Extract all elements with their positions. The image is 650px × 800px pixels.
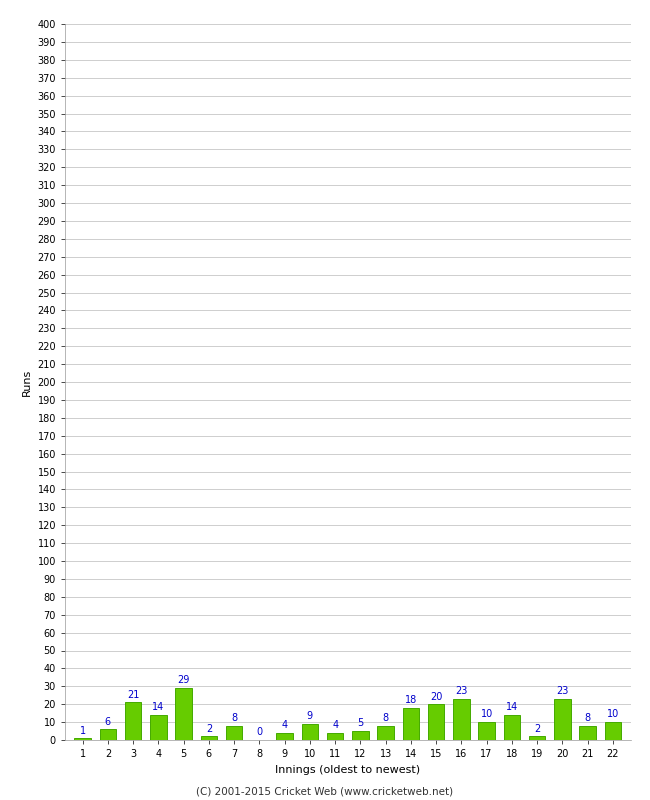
Text: 8: 8 [231,713,237,723]
Text: (C) 2001-2015 Cricket Web (www.cricketweb.net): (C) 2001-2015 Cricket Web (www.cricketwe… [196,786,454,796]
Bar [554,699,571,740]
Bar [201,737,217,740]
Text: 14: 14 [152,702,164,712]
Text: 5: 5 [358,718,363,728]
Bar [176,688,192,740]
Bar [75,738,91,740]
X-axis label: Innings (oldest to newest): Innings (oldest to newest) [275,765,421,774]
Text: 14: 14 [506,702,518,712]
Text: 8: 8 [584,713,591,723]
Text: 1: 1 [79,726,86,735]
Text: 21: 21 [127,690,139,700]
Bar [529,737,545,740]
Bar [579,726,596,740]
Bar [352,731,369,740]
Bar [428,704,445,740]
Text: 4: 4 [281,720,288,730]
Bar [125,702,141,740]
Text: 18: 18 [405,695,417,705]
Bar [604,722,621,740]
Text: 2: 2 [206,724,212,734]
Text: 4: 4 [332,720,338,730]
Text: 6: 6 [105,717,111,726]
Text: 9: 9 [307,711,313,722]
Bar [453,699,469,740]
Text: 2: 2 [534,724,540,734]
Text: 23: 23 [455,686,467,696]
Bar [378,726,394,740]
Text: 23: 23 [556,686,569,696]
Text: 10: 10 [606,710,619,719]
Bar [327,733,343,740]
Bar [226,726,242,740]
Text: 10: 10 [480,710,493,719]
Bar [276,733,293,740]
Bar [504,715,520,740]
Y-axis label: Runs: Runs [22,368,32,396]
Bar [150,715,166,740]
Bar [99,730,116,740]
Text: 20: 20 [430,691,442,702]
Text: 0: 0 [256,727,263,738]
Bar [478,722,495,740]
Text: 8: 8 [383,713,389,723]
Bar [302,724,318,740]
Bar [402,708,419,740]
Text: 29: 29 [177,675,190,686]
